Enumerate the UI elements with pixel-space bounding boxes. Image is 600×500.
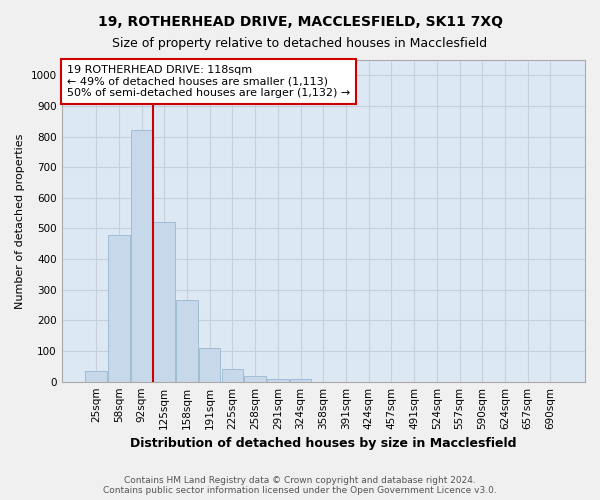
Bar	[221, 370, 243, 382]
Bar	[108, 234, 130, 382]
Bar	[267, 378, 289, 382]
Text: 19, ROTHERHEAD DRIVE, MACCLESFIELD, SK11 7XQ: 19, ROTHERHEAD DRIVE, MACCLESFIELD, SK11…	[97, 15, 503, 29]
Text: 19 ROTHERHEAD DRIVE: 118sqm
← 49% of detached houses are smaller (1,113)
50% of : 19 ROTHERHEAD DRIVE: 118sqm ← 49% of det…	[67, 65, 350, 98]
Bar	[290, 378, 311, 382]
Bar	[85, 371, 107, 382]
Bar	[154, 222, 175, 382]
Bar	[131, 130, 152, 382]
X-axis label: Distribution of detached houses by size in Macclesfield: Distribution of detached houses by size …	[130, 437, 517, 450]
Text: Size of property relative to detached houses in Macclesfield: Size of property relative to detached ho…	[112, 38, 488, 51]
Bar	[199, 348, 220, 382]
Y-axis label: Number of detached properties: Number of detached properties	[15, 133, 25, 308]
Text: Contains HM Land Registry data © Crown copyright and database right 2024.
Contai: Contains HM Land Registry data © Crown c…	[103, 476, 497, 495]
Bar	[176, 300, 198, 382]
Bar	[244, 376, 266, 382]
